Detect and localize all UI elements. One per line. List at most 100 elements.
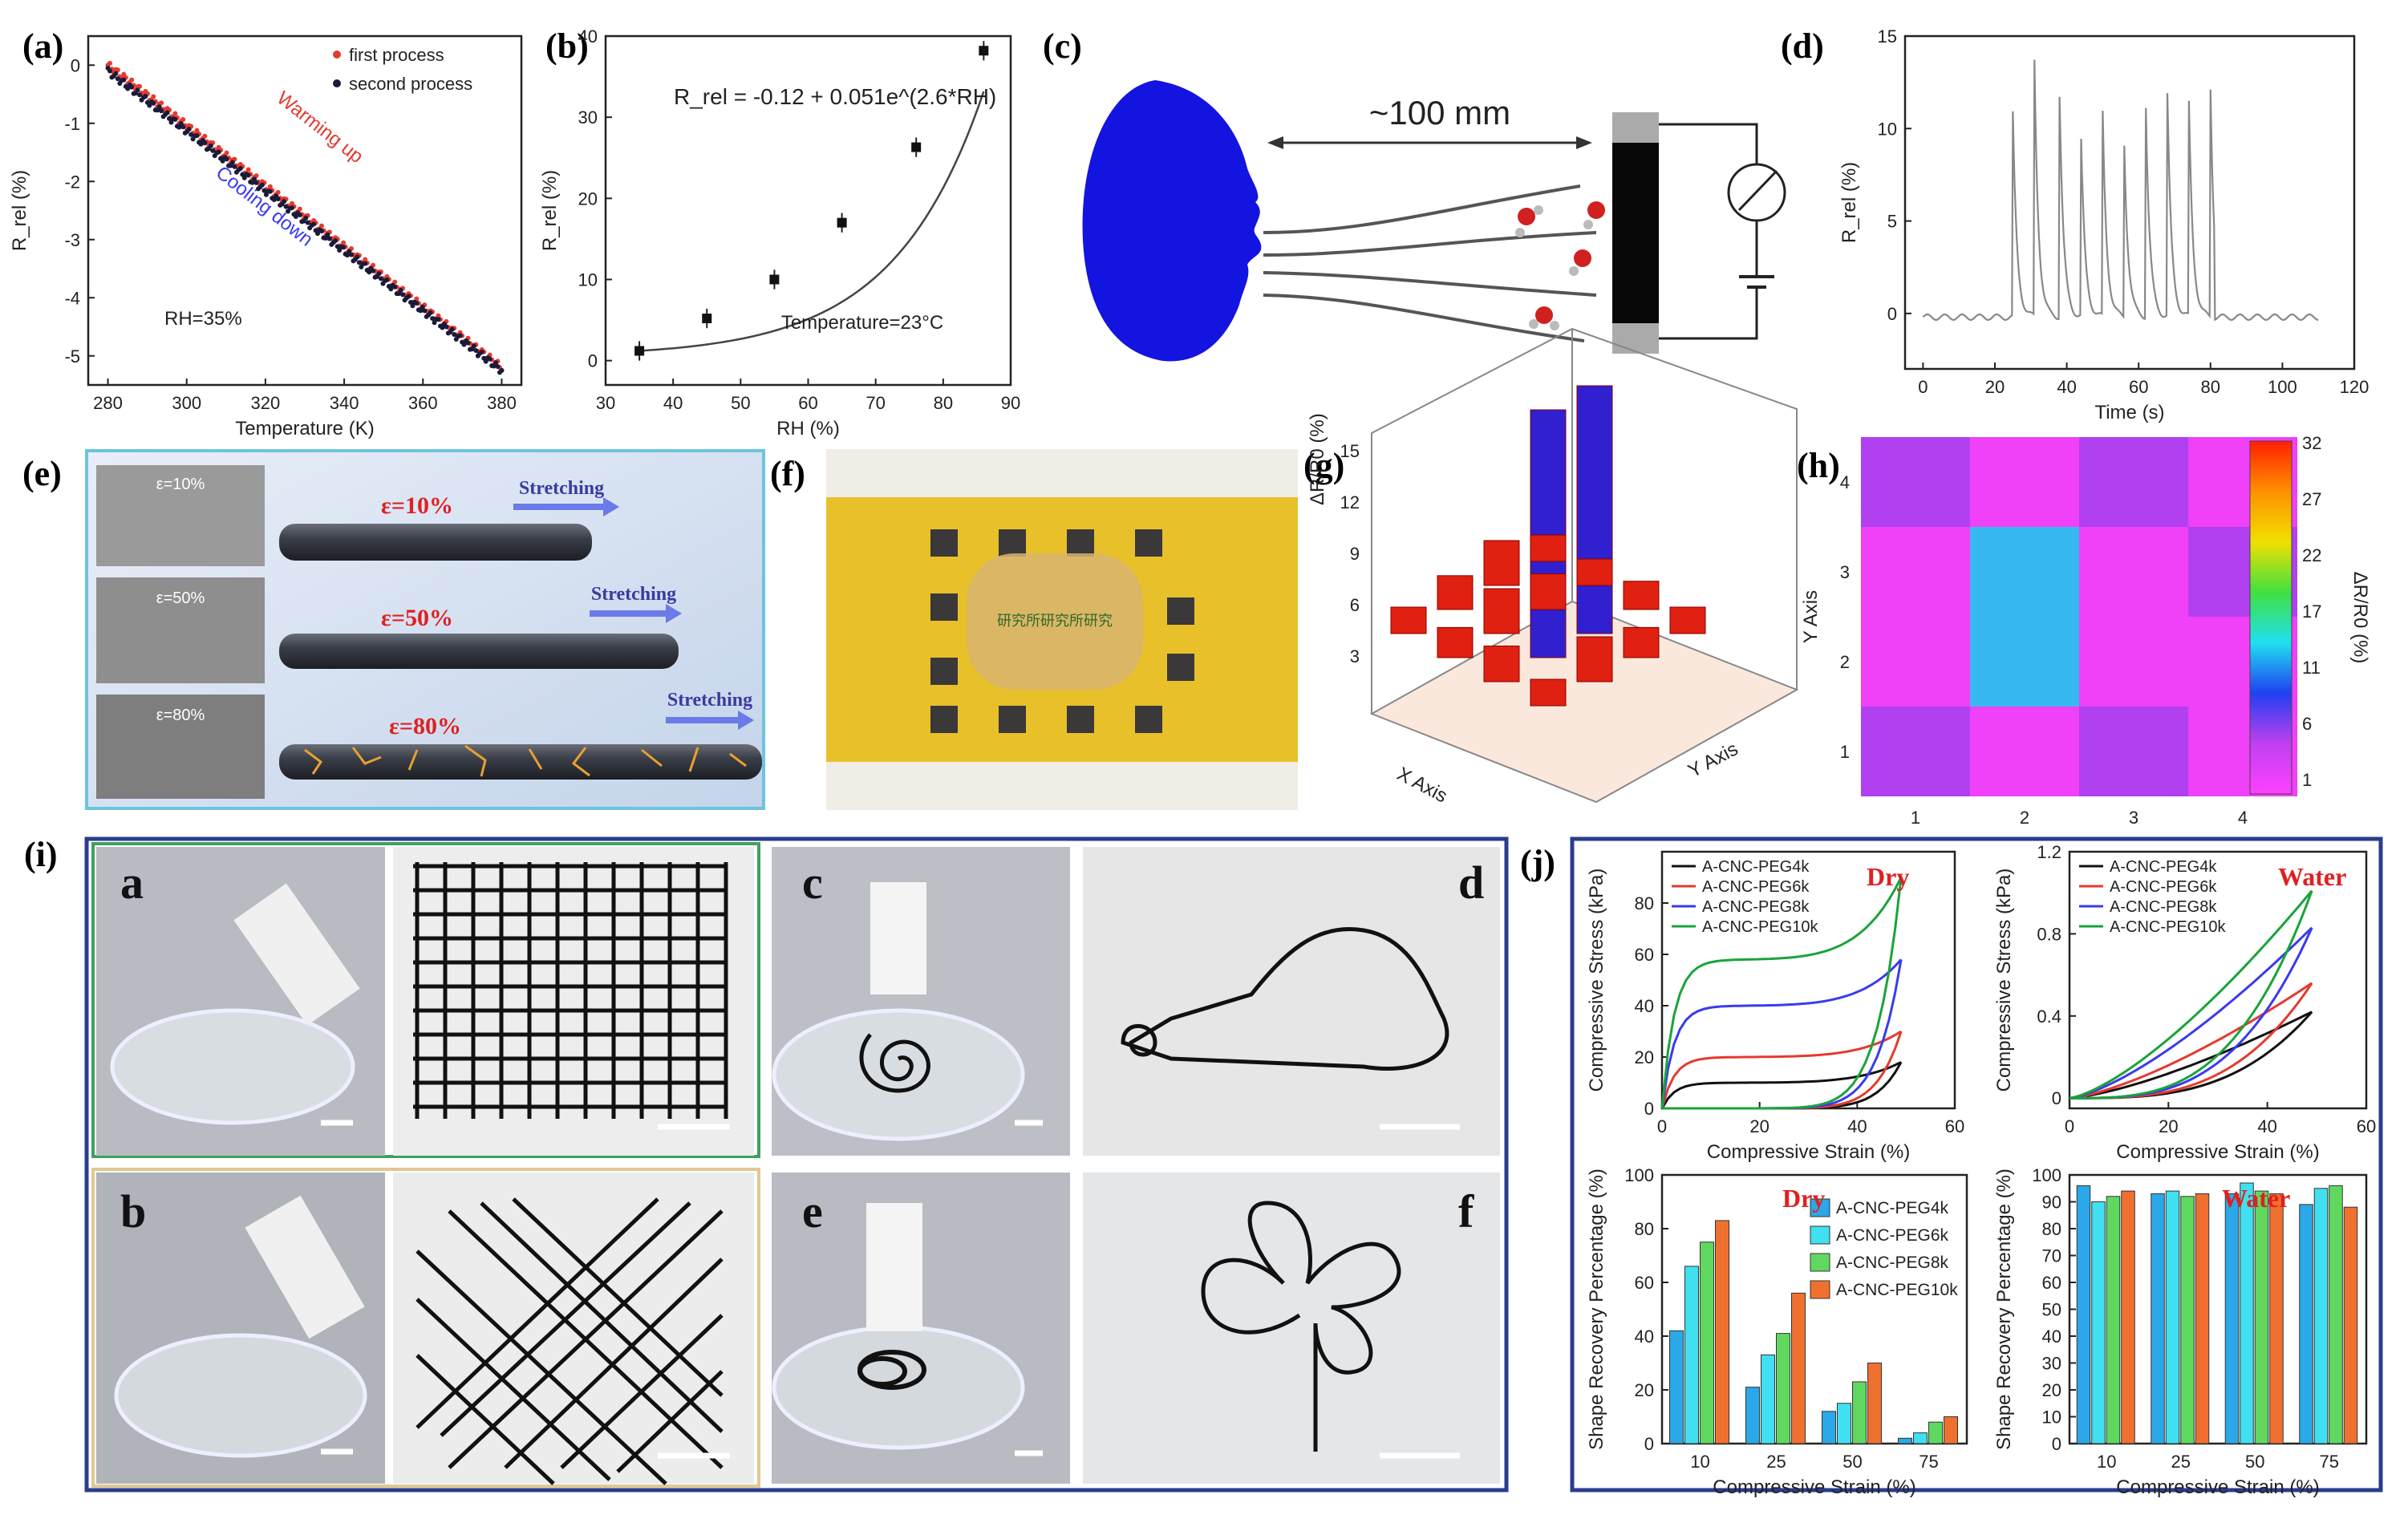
x-tick-label: 0: [2065, 1116, 2074, 1136]
y-tick-label: 1.2: [2037, 842, 2061, 862]
bar-3d: [1623, 581, 1660, 610]
x-axis-label: Compressive Strain (%): [2116, 1141, 2319, 1163]
data-point: [348, 252, 354, 257]
x-tick-label: 70: [866, 393, 885, 413]
y-tick-label: 15: [1878, 26, 1897, 47]
panel-label-g: (g): [1303, 446, 1344, 485]
data-point: [159, 108, 164, 114]
strain-label: ε=10%: [381, 492, 453, 519]
bar: [2121, 1190, 2135, 1444]
sem-label: ε=80%: [156, 707, 205, 724]
y-tick-label: 0: [71, 55, 80, 75]
y-tick-label: 70: [2042, 1246, 2061, 1266]
arrow-left-head: [1267, 136, 1283, 149]
data-point: [147, 103, 152, 108]
legend-marker: [333, 79, 341, 87]
data-point: [176, 124, 182, 130]
x-tick-label: 340: [330, 393, 359, 413]
x-axis-label: Compressive Strain (%): [1707, 1141, 1910, 1163]
annotation: RH=35%: [164, 308, 242, 330]
data-point: [325, 232, 330, 237]
data-point: [452, 332, 457, 338]
y-tick-label: 40: [1635, 996, 1654, 1016]
y-tick-label: -4: [64, 288, 80, 308]
colorbar-tick-label: 22: [2302, 545, 2321, 565]
tan-frame: [91, 1168, 760, 1488]
bar-3d: [1576, 558, 1613, 586]
y-tick-label: 3: [1840, 562, 1850, 582]
data-point: [436, 313, 441, 318]
data-point: [232, 164, 237, 169]
rod-80: [279, 744, 762, 780]
y-axis-label: Compressive Stress (kPa): [1993, 869, 2015, 1092]
legend-label: A-CNC-PEG10k: [2110, 918, 2226, 936]
panel-label-h: (h): [1797, 446, 1840, 485]
data-point: [499, 367, 505, 373]
y-tick-label: 0: [1644, 1434, 1654, 1454]
data-point: [702, 314, 712, 324]
petri-dish: [114, 1333, 367, 1458]
heatmap-cell: [1970, 617, 2079, 707]
legend-label: A-CNC-PEG4k: [1836, 1199, 1949, 1217]
heatmap-cell: [1861, 527, 1970, 617]
panel-label-j: (j): [1520, 843, 1555, 882]
data-point: [156, 104, 162, 110]
bar-3d: [1623, 626, 1660, 658]
z-tick-label: 9: [1350, 544, 1360, 564]
y-tick-label: 100: [1624, 1165, 1654, 1185]
data-point: [202, 133, 208, 139]
y-tick-label: -5: [64, 346, 80, 367]
y-axis-label: Compressive Stress (kPa): [1586, 869, 1607, 1092]
bar: [2269, 1193, 2284, 1444]
data-point: [345, 253, 351, 258]
data-point: [400, 292, 406, 298]
green-frame: [91, 842, 760, 1158]
bar: [2195, 1193, 2210, 1444]
z-tick-label: 3: [1350, 646, 1360, 666]
photo-label: f: [1458, 1185, 1474, 1237]
y-tick-label: 80: [1635, 893, 1654, 913]
stretching-label: Stretching: [667, 690, 752, 711]
airflow-line-4: [1263, 294, 1585, 342]
data-point: [487, 356, 493, 362]
crack-pattern: [304, 744, 747, 777]
chart-a: 280 300 320 340 360 380 0 -1 -2 -3 -4 -5 Temperature…: [9, 34, 523, 439]
x-axis-label: Temperature (K): [235, 418, 374, 439]
y-tick-label: 10: [578, 269, 598, 290]
x-tick-label: 300: [172, 393, 201, 413]
data-point: [326, 236, 332, 241]
y-tick-label: 50: [2042, 1300, 2061, 1320]
data-point: [143, 94, 148, 99]
data-point: [465, 340, 471, 346]
bar-3d: [1483, 540, 1520, 586]
legend-label: A-CNC-PEG6k: [2110, 878, 2217, 896]
bar-3d: [1483, 588, 1520, 634]
y-axis-label: Shape Recovery Percentage (%): [1586, 1169, 1607, 1450]
y-tick-label: 30: [2042, 1354, 2061, 1374]
data-point: [167, 115, 172, 121]
shoe-print: [1083, 847, 1500, 1156]
data-point: [180, 124, 186, 130]
legend-label: A-CNC-PEG4k: [2110, 858, 2217, 876]
data-point: [337, 248, 343, 253]
y-tick-label: 40: [1635, 1327, 1654, 1347]
unloading-curve: [1662, 1031, 1903, 1110]
bar: [2180, 1196, 2195, 1444]
data-point: [125, 86, 131, 91]
petri-dish: [110, 1008, 355, 1125]
data-point: [151, 94, 156, 99]
bar: [2299, 1204, 2313, 1444]
data-point: [267, 188, 273, 194]
bar-3d: [1437, 575, 1474, 610]
data-point: [444, 324, 449, 330]
colorbar-tick-label: 27: [2302, 489, 2321, 509]
data-point: [252, 176, 257, 182]
data-point: [318, 229, 324, 234]
data-point: [392, 284, 398, 290]
data-point: [384, 277, 390, 282]
data-point: [172, 116, 178, 122]
data-point: [483, 358, 488, 364]
x-tick-label: 50: [1842, 1452, 1862, 1472]
y-tick-label: 20: [578, 188, 598, 209]
y-tick-label: -3: [64, 230, 80, 250]
